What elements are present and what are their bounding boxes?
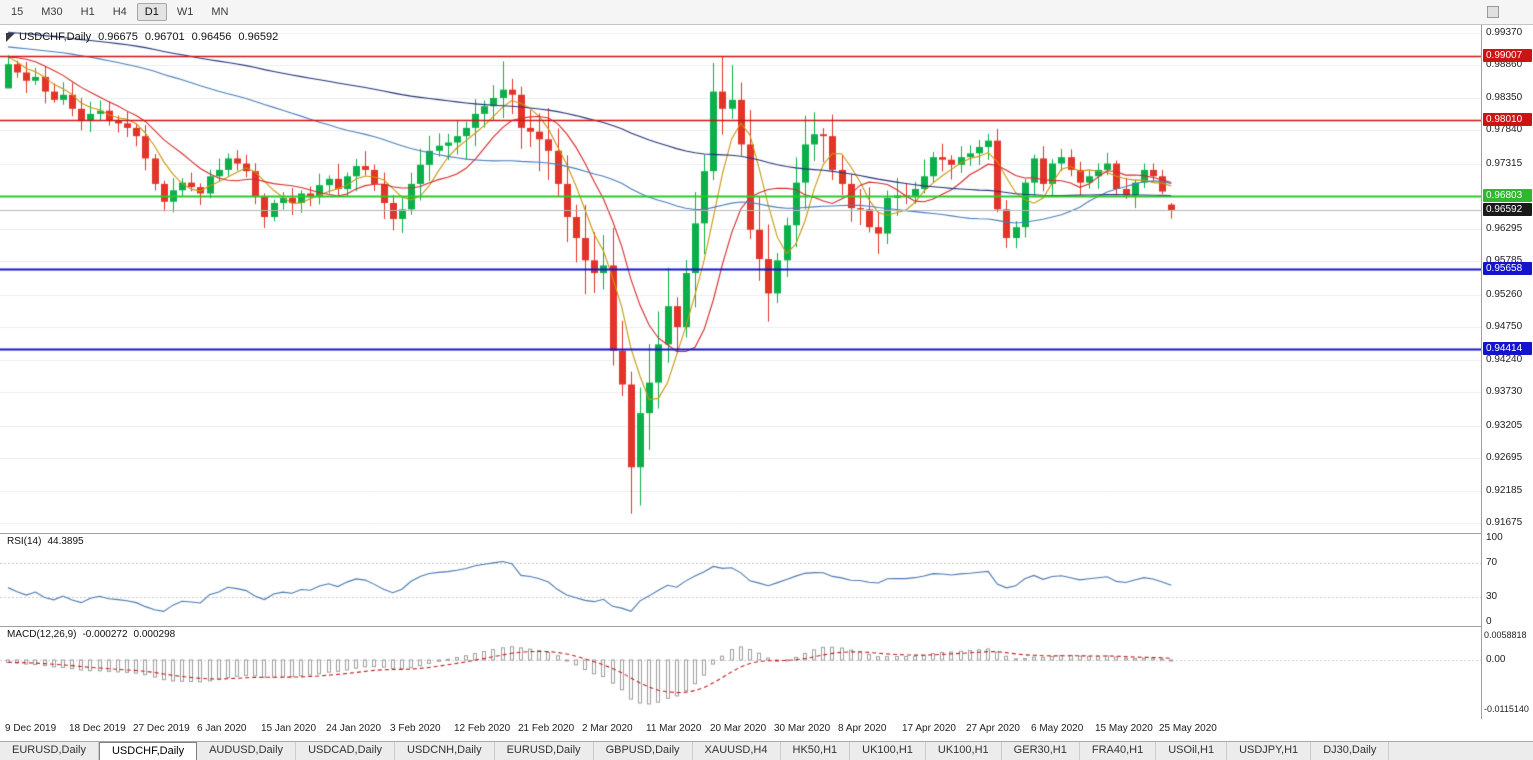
rsi-canvas[interactable] xyxy=(0,533,1481,626)
symbol-tab-audusd-daily[interactable]: AUDUSD,Daily xyxy=(197,742,297,760)
ohlc-open: 0.96675 xyxy=(98,31,138,43)
symbol-tab-usdcnh-daily[interactable]: USDCNH,Daily xyxy=(395,742,495,760)
date-axis-label: 9 Dec 2019 xyxy=(5,723,57,734)
ohlc-close: 0.96592 xyxy=(238,31,279,43)
macd-main-value: -0.000272 xyxy=(82,629,128,640)
timeframe-button-mn[interactable]: MN xyxy=(211,6,229,18)
symbol-period-label: USDCHF,Daily xyxy=(19,31,92,43)
date-axis-label: 17 Apr 2020 xyxy=(902,723,956,734)
chart-panel-icon[interactable] xyxy=(1487,6,1499,18)
macd-pane: MACD(12,26,9) -0.000272 0.000298 xyxy=(0,626,1481,719)
macd-name: MACD(12,26,9) xyxy=(7,629,77,640)
price-level-badge: 0.95658 xyxy=(1483,262,1532,275)
date-axis-label: 18 Dec 2019 xyxy=(69,723,126,734)
date-axis-label: 30 Mar 2020 xyxy=(774,723,831,734)
date-axis-label: 6 May 2020 xyxy=(1031,723,1084,734)
rsi-axis-label: 30 xyxy=(1486,591,1498,602)
rsi-axis-label: 100 xyxy=(1486,532,1503,543)
date-axis[interactable]: 9 Dec 2019 18 Dec 2019 27 Dec 2019 6 Jan 20… xyxy=(0,719,1533,741)
rsi-axis-label: 0 xyxy=(1486,616,1492,627)
timeframe-button-h1[interactable]: H1 xyxy=(80,6,95,18)
date-axis-label: 20 Mar 2020 xyxy=(710,723,767,734)
date-axis-label: 12 Feb 2020 xyxy=(454,723,511,734)
price-level-badge: 0.99007 xyxy=(1483,49,1532,62)
symbol-tab-gbpusd-daily[interactable]: GBPUSD,Daily xyxy=(594,742,693,760)
pane-separator[interactable] xyxy=(0,533,1533,534)
date-axis-label: 8 Apr 2020 xyxy=(838,723,887,734)
date-axis-label: 27 Dec 2019 xyxy=(133,723,190,734)
symbol-tab-eurusd-daily[interactable]: EURUSD,Daily xyxy=(495,742,594,760)
price-axis-label: 0.91675 xyxy=(1486,517,1523,528)
ohlc-high: 0.96701 xyxy=(144,31,185,43)
symbol-tab-ger30-h1[interactable]: GER30,H1 xyxy=(1002,742,1080,760)
symbol-tab-eurusd-daily[interactable]: EURUSD,Daily xyxy=(0,742,99,760)
price-axis-label: 0.94750 xyxy=(1486,321,1523,332)
price-axis-label: 0.97840 xyxy=(1486,124,1523,135)
ohlc-low: 0.96456 xyxy=(191,31,232,43)
date-axis-label: 15 Jan 2020 xyxy=(261,723,317,734)
chart-shift-marker-icon xyxy=(6,32,15,42)
price-chart-canvas[interactable] xyxy=(0,25,1481,533)
main-price-pane: USDCHF,Daily 0.96675 0.96701 0.96456 0.9… xyxy=(0,25,1481,533)
date-axis-label: 21 Feb 2020 xyxy=(518,723,575,734)
price-axis-label: 0.96295 xyxy=(1486,223,1523,234)
symbol-tab-fra40-h1[interactable]: FRA40,H1 xyxy=(1080,742,1157,760)
price-axis-label: 0.95785 xyxy=(1486,255,1523,266)
rsi-name: RSI(14) xyxy=(7,536,42,547)
price-axis-label: 0.94240 xyxy=(1486,354,1523,365)
timeframe-button-15[interactable]: 15 xyxy=(11,6,24,18)
timeframe-button-h4[interactable]: H4 xyxy=(112,6,127,18)
macd-signal-value: 0.000298 xyxy=(133,629,176,640)
chart-tabs-bar: EURUSD,Daily USDCHF,Daily AUDUSD,Daily USDC… xyxy=(0,741,1533,760)
macd-canvas[interactable] xyxy=(0,626,1481,719)
date-axis-label: 6 Jan 2020 xyxy=(197,723,247,734)
date-axis-label: 11 Mar 2020 xyxy=(646,723,702,734)
price-axis-label: 0.98860 xyxy=(1486,59,1523,70)
rsi-label: RSI(14) 44.3895 xyxy=(7,536,90,547)
price-axis-label: 0.93730 xyxy=(1486,386,1523,397)
macd-label: MACD(12,26,9) -0.000272 0.000298 xyxy=(7,629,181,640)
price-level-badge: 0.96803 xyxy=(1483,189,1532,202)
date-axis-label: 3 Feb 2020 xyxy=(390,723,441,734)
current-price-badge: 0.96592 xyxy=(1483,203,1532,216)
macd-axis-label: -0.0115140 xyxy=(1484,704,1529,714)
symbol-tab-uk100-h1[interactable]: UK100,H1 xyxy=(850,742,926,760)
macd-axis-label: 0.00 xyxy=(1486,654,1506,665)
pane-separator[interactable] xyxy=(0,626,1533,627)
rsi-pane: RSI(14) 44.3895 xyxy=(0,533,1481,626)
price-axis[interactable]: 0.99370 0.98860 0.98350 0.97840 0.97315 0.962… xyxy=(1481,25,1533,719)
price-axis-label: 0.92185 xyxy=(1486,485,1523,496)
symbol-tab-uk100-h1[interactable]: UK100,H1 xyxy=(926,742,1002,760)
price-axis-label: 0.99370 xyxy=(1486,27,1523,38)
symbol-tab-xauusd-h4[interactable]: XAUUSD,H4 xyxy=(693,742,781,760)
date-axis-label: 25 May 2020 xyxy=(1159,723,1217,734)
price-axis-label: 0.95260 xyxy=(1486,289,1523,300)
timeframe-toolbar: 15 M30 H1 H4 D1 W1 MN xyxy=(0,0,1533,25)
timeframe-button-w1[interactable]: W1 xyxy=(176,6,194,18)
timeframe-button-m30[interactable]: M30 xyxy=(41,6,63,18)
symbol-tab-usoil-h1[interactable]: USOil,H1 xyxy=(1156,742,1228,760)
price-level-badge: 0.94414 xyxy=(1483,342,1532,355)
date-axis-label: 27 Apr 2020 xyxy=(966,723,1020,734)
price-level-badge: 0.98010 xyxy=(1483,113,1532,126)
symbol-tab-dj30-daily[interactable]: DJ30,Daily xyxy=(1311,742,1390,760)
price-axis-label: 0.92695 xyxy=(1486,452,1523,463)
rsi-axis-label: 70 xyxy=(1486,557,1498,568)
symbol-tab-usdjpy-h1[interactable]: USDJPY,H1 xyxy=(1227,742,1312,760)
date-axis-label: 2 Mar 2020 xyxy=(582,723,633,734)
date-axis-label: 24 Jan 2020 xyxy=(326,723,382,734)
macd-axis-label: 0.0058818 xyxy=(1484,630,1527,640)
symbol-tab-usdchf-daily[interactable]: USDCHF,Daily xyxy=(98,742,198,760)
price-axis-label: 0.97315 xyxy=(1486,158,1523,169)
date-axis-label: 15 May 2020 xyxy=(1095,723,1153,734)
rsi-value: 44.3895 xyxy=(47,536,84,547)
timeframe-buttons: 15 M30 H1 H4 D1 W1 MN xyxy=(0,3,237,21)
symbol-tab-hk50-h1[interactable]: HK50,H1 xyxy=(781,742,851,760)
price-axis-label: 0.98350 xyxy=(1486,92,1523,103)
chart-title: USDCHF,Daily 0.96675 0.96701 0.96456 0.9… xyxy=(6,31,278,43)
symbol-tab-usdcad-daily[interactable]: USDCAD,Daily xyxy=(296,742,396,760)
timeframe-button-d1[interactable]: D1 xyxy=(136,3,167,21)
price-axis-label: 0.93205 xyxy=(1486,420,1523,431)
